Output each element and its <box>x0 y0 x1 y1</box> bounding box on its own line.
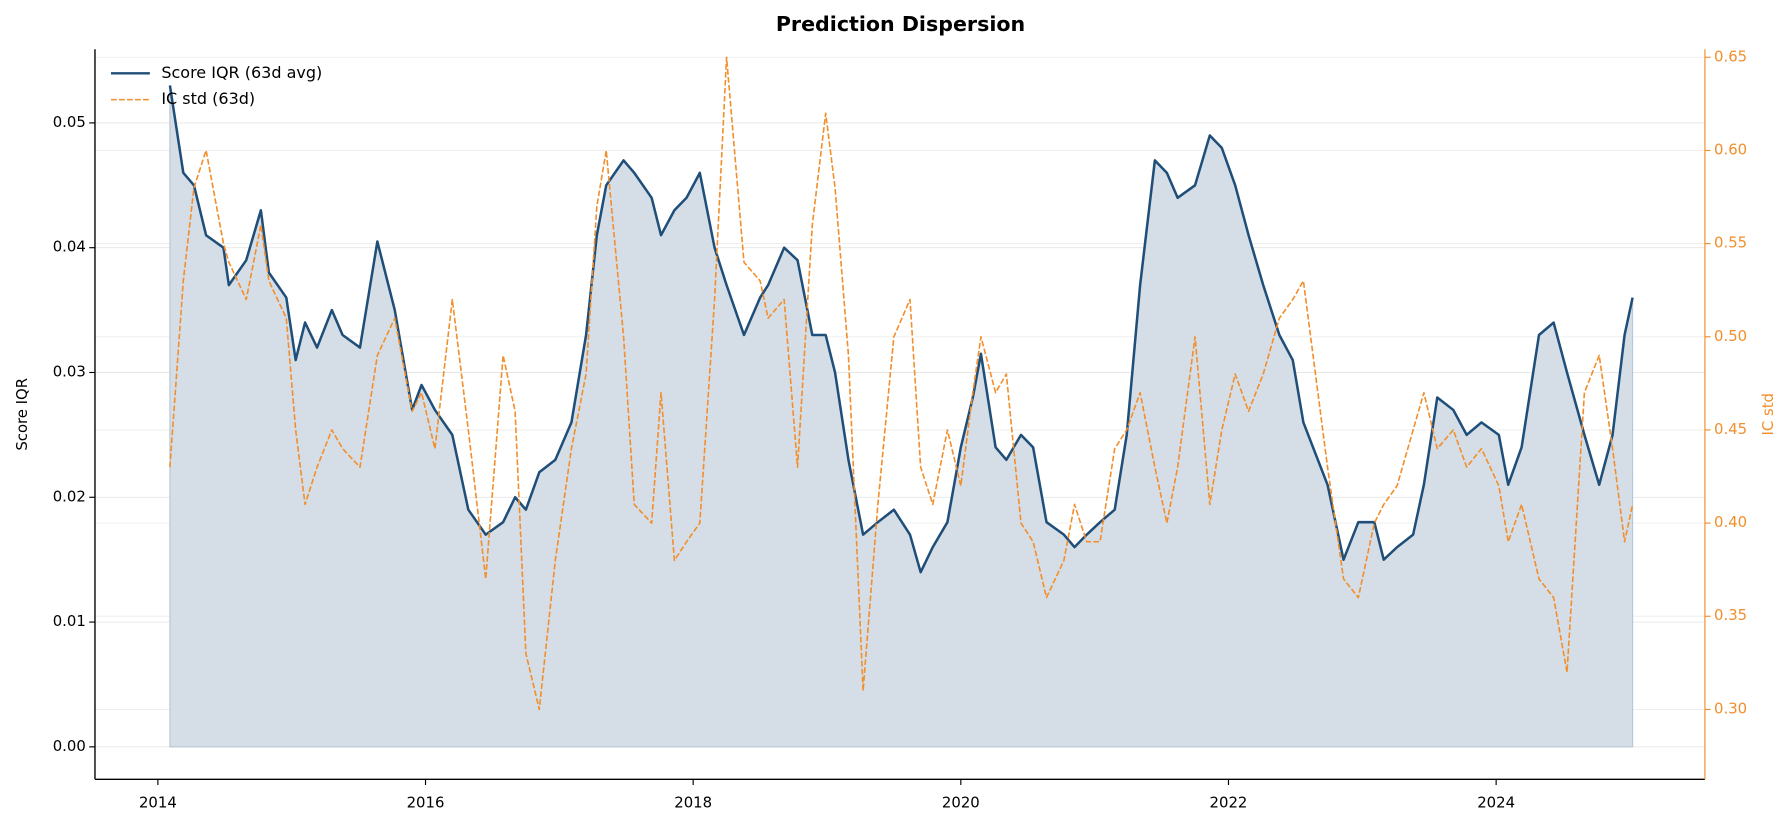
x-tick-label: 2018 <box>674 793 712 811</box>
y2-tick-label: 0.55 <box>1714 234 1747 252</box>
legend-label: IC std (63d) <box>161 89 255 108</box>
y2-tick-label: 0.65 <box>1714 47 1747 65</box>
y-tick-label: 0.00 <box>53 737 86 755</box>
y2-tick-label: 0.30 <box>1714 699 1747 717</box>
x-tick-label: 2020 <box>942 793 980 811</box>
y-tick-label: 0.02 <box>53 487 86 505</box>
y2-axis-label: IC std <box>1759 393 1777 435</box>
x-tick-label: 2014 <box>139 793 177 811</box>
y-axis-label: Score IQR <box>13 378 31 451</box>
area <box>169 85 1634 748</box>
x-tick-label: 2016 <box>407 793 445 811</box>
y-tick-label: 0.05 <box>53 113 86 131</box>
y2-tick-label: 0.50 <box>1714 327 1747 345</box>
legend: Score IQR (63d avg) IC std (63d) <box>110 63 322 108</box>
y-tick-label: 0.03 <box>53 362 86 380</box>
x-tick-label: 2022 <box>1210 793 1248 811</box>
chart-title: Prediction Dispersion <box>776 12 1025 36</box>
y2-tick-label: 0.40 <box>1714 513 1747 531</box>
y2-tick-label: 0.45 <box>1714 420 1747 438</box>
x-tick-label: 2024 <box>1477 793 1515 811</box>
y2-tick-label: 0.60 <box>1714 140 1747 158</box>
line <box>168 85 1634 574</box>
y2-tick-label: 0.35 <box>1714 606 1747 624</box>
y-tick-label: 0.01 <box>53 612 86 630</box>
legend-label: Score IQR (63d avg) <box>161 63 322 82</box>
line <box>169 56 1634 711</box>
plot-area <box>168 56 1634 748</box>
y-tick-label: 0.04 <box>53 238 86 256</box>
